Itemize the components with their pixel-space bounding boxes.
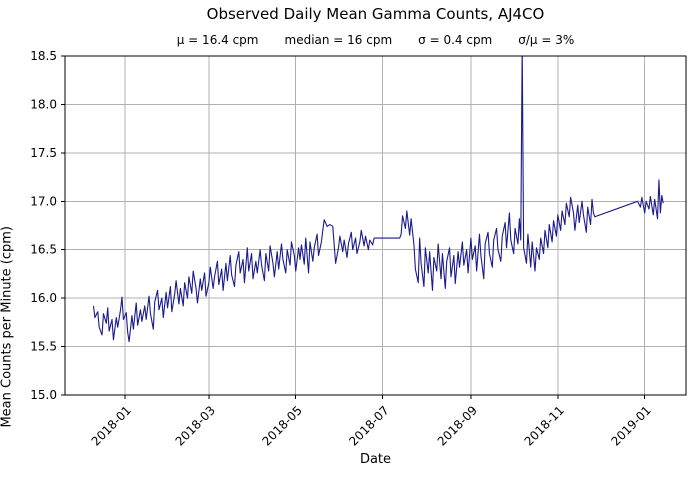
y-tick-label: 16.0 — [30, 291, 57, 305]
x-axis-label: Date — [359, 452, 392, 467]
y-tick-label: 15.5 — [30, 340, 57, 354]
stat-sigma: σ = 0.4 cpm — [418, 33, 493, 47]
x-tick-label: 2018-03 — [173, 403, 218, 448]
x-tick-label: 2018-09 — [435, 403, 480, 448]
plot-border — [64, 55, 687, 396]
stat-median: median = 16 cpm — [284, 33, 393, 47]
x-tick-label: 2019-01 — [608, 403, 653, 448]
y-tick-label: 17.5 — [30, 146, 57, 160]
x-tick-label: 2018-05 — [260, 403, 305, 448]
x-tick-label: 2018-07 — [346, 403, 391, 448]
data-line — [92, 56, 664, 343]
stat-sigma-over-mu: σ/μ = 3% — [518, 33, 575, 47]
x-tick-label: 2018-01 — [89, 403, 134, 448]
y-tick-label: 18.0 — [30, 97, 57, 111]
y-tick-label: 15.0 — [30, 388, 57, 402]
chart-stats-line: μ = 16.4 cpm median = 16 cpm σ = 0.4 cpm… — [65, 33, 686, 48]
x-tick-label: 2018-11 — [522, 403, 567, 448]
stat-mu: μ = 16.4 cpm — [176, 33, 259, 47]
chart-title: Observed Daily Mean Gamma Counts, AJ4CO — [206, 5, 545, 23]
y-tick-label: 16.5 — [30, 243, 57, 257]
y-tick-label: 18.5 — [30, 49, 57, 63]
y-tick-label: 17.0 — [30, 194, 57, 208]
